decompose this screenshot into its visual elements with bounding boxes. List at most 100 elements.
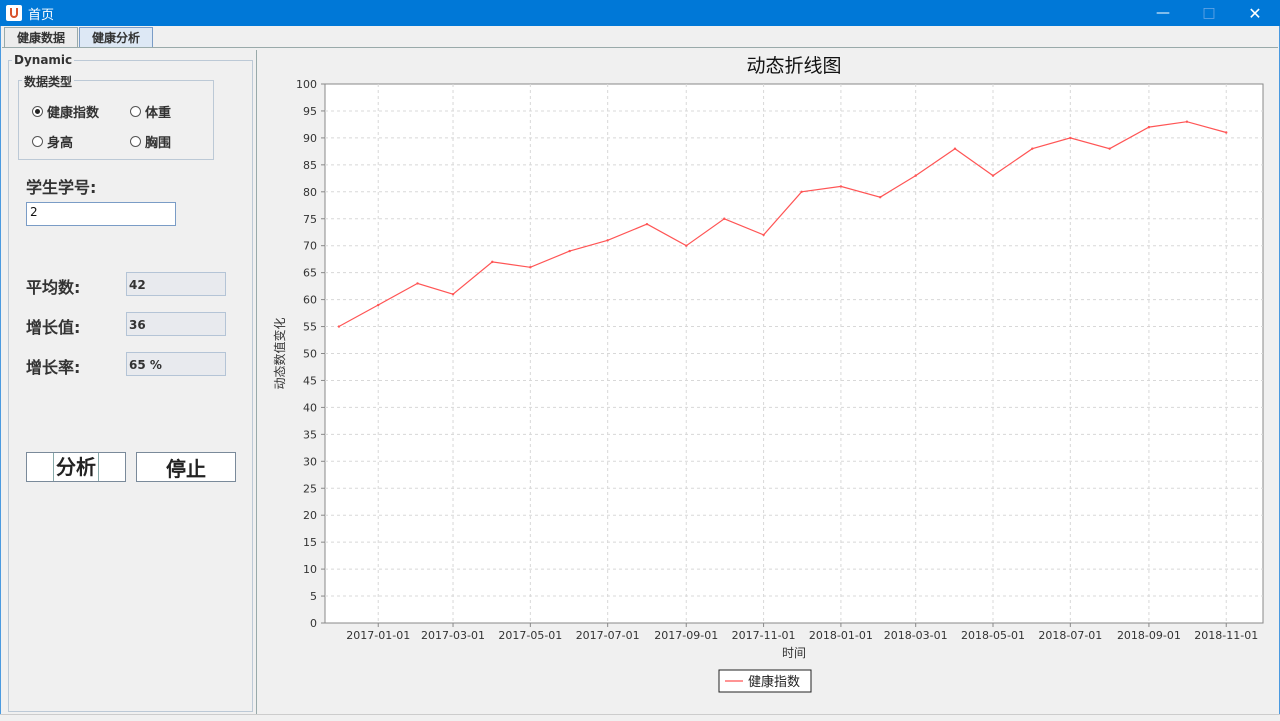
average-label: 平均数: xyxy=(26,278,81,297)
y-tick-label: 50 xyxy=(303,348,317,361)
radio-selected-icon[interactable] xyxy=(32,106,43,117)
maximize-icon[interactable]: □ xyxy=(1202,5,1216,21)
y-tick-label: 70 xyxy=(303,240,317,253)
x-tick-label: 2018-07-01 xyxy=(1038,629,1102,642)
radio-unselected-icon[interactable] xyxy=(32,136,43,147)
data-point xyxy=(878,195,882,199)
window-title: 首页 xyxy=(28,8,55,23)
x-tick-label: 2018-11-01 xyxy=(1194,629,1258,642)
radio-label: 胸围 xyxy=(145,136,172,151)
bottom-edge xyxy=(0,714,1280,721)
java-app-icon xyxy=(6,5,22,21)
data-point xyxy=(685,244,688,247)
stop-button[interactable]: 停止 xyxy=(136,452,236,482)
y-tick-label: 45 xyxy=(303,374,317,387)
minimize-icon[interactable]: — xyxy=(1156,5,1170,21)
radio-label: 体重 xyxy=(145,106,172,121)
data-point xyxy=(1185,120,1189,123)
x-tick-label: 2018-03-01 xyxy=(884,629,948,642)
x-tick-label: 2017-01-01 xyxy=(346,629,410,642)
y-tick-label: 0 xyxy=(310,617,317,630)
radio-unselected-icon[interactable] xyxy=(130,136,141,147)
chart-title: 动态折线图 xyxy=(746,55,841,77)
x-tick-label: 2018-05-01 xyxy=(961,629,1025,642)
x-tick-label: 2017-05-01 xyxy=(498,629,562,642)
close-icon[interactable]: ✕ xyxy=(1248,3,1262,23)
y-tick-label: 35 xyxy=(303,428,317,441)
data-type-label: 数据类型 xyxy=(22,73,75,90)
y-tick-label: 10 xyxy=(303,563,317,576)
data-point xyxy=(839,185,843,188)
student-id-label: 学生学号: xyxy=(26,178,97,197)
x-tick-label: 2017-03-01 xyxy=(421,629,485,642)
chart-panel xyxy=(256,50,1277,714)
data-point xyxy=(991,174,995,177)
analyze-button-label: 分析 xyxy=(53,453,99,481)
y-tick-label: 100 xyxy=(296,78,317,91)
y-tick-label: 60 xyxy=(303,294,317,307)
y-tick-label: 40 xyxy=(303,401,317,414)
y-tick-label: 75 xyxy=(303,213,317,226)
y-tick-label: 85 xyxy=(303,159,317,172)
data-point xyxy=(1147,125,1151,129)
data-point xyxy=(451,293,455,296)
radio-unselected-icon[interactable] xyxy=(130,106,141,117)
data-type-group xyxy=(18,80,214,160)
data-point xyxy=(645,222,649,226)
growth-rate-value: 65 % xyxy=(126,352,226,376)
data-point xyxy=(606,239,609,242)
control-panel xyxy=(8,60,253,712)
x-tick-label: 2017-07-01 xyxy=(576,629,640,642)
radio-health-index[interactable]: 健康指数 xyxy=(32,102,99,121)
growth-rate-label: 增长率: xyxy=(26,358,81,377)
data-point xyxy=(1108,147,1111,150)
y-tick-label: 80 xyxy=(303,186,317,199)
y-axis-label: 动态数值变化 xyxy=(272,317,287,389)
title-bar: 首页 — □ ✕ xyxy=(0,0,1280,26)
radio-label: 健康指数 xyxy=(47,106,100,121)
data-point xyxy=(337,325,341,328)
legend-label: 健康指数 xyxy=(748,674,800,690)
y-tick-label: 95 xyxy=(303,105,317,118)
data-point xyxy=(1069,136,1072,140)
student-id-input[interactable]: 2 xyxy=(26,202,176,226)
y-tick-label: 25 xyxy=(303,482,317,495)
analyze-button[interactable]: 分析 xyxy=(26,452,126,482)
tab-health-data[interactable]: 健康数据 xyxy=(4,27,78,47)
panel-legend: Dynamic xyxy=(12,53,75,67)
data-point xyxy=(416,282,419,285)
data-point xyxy=(529,266,532,269)
y-tick-label: 90 xyxy=(303,132,317,145)
tab-divider xyxy=(2,47,1278,48)
data-point xyxy=(491,260,494,264)
legend-box xyxy=(718,669,812,693)
series-line-health-index xyxy=(338,121,1227,328)
data-point xyxy=(1225,131,1228,134)
tab-health-analysis[interactable]: 健康分析 xyxy=(79,27,153,47)
data-point xyxy=(762,233,765,237)
growth-value: 36 xyxy=(126,312,226,336)
data-point xyxy=(1031,147,1034,150)
data-point xyxy=(723,217,726,220)
radio-weight[interactable]: 体重 xyxy=(130,102,171,121)
y-tick-label: 15 xyxy=(303,536,317,549)
average-value: 42 xyxy=(126,272,226,296)
radio-chest[interactable]: 胸围 xyxy=(130,132,171,151)
data-point xyxy=(914,174,917,177)
y-tick-label: 55 xyxy=(303,321,317,334)
x-tick-label: 2018-01-01 xyxy=(809,629,873,642)
x-tick-label: 2017-11-01 xyxy=(732,629,796,642)
radio-height[interactable]: 身高 xyxy=(32,132,73,151)
x-tick-label: 2017-09-01 xyxy=(654,629,718,642)
x-axis-label: 时间 xyxy=(782,646,806,660)
line-chart: 0 5 10 15 20 25 30 35 40 45 50 55 60 65 70 75 80 85 90 95 10… xyxy=(272,55,1264,693)
y-tick-label: 5 xyxy=(310,590,317,603)
stop-button-label: 停止 xyxy=(166,456,206,481)
y-tick-label: 20 xyxy=(303,509,317,522)
radio-label: 身高 xyxy=(47,136,74,151)
data-point xyxy=(377,303,380,307)
y-tick-label: 30 xyxy=(303,455,317,468)
growth-label: 增长值: xyxy=(26,318,81,337)
x-tick-label: 2018-09-01 xyxy=(1117,629,1181,642)
data-point xyxy=(800,190,803,193)
